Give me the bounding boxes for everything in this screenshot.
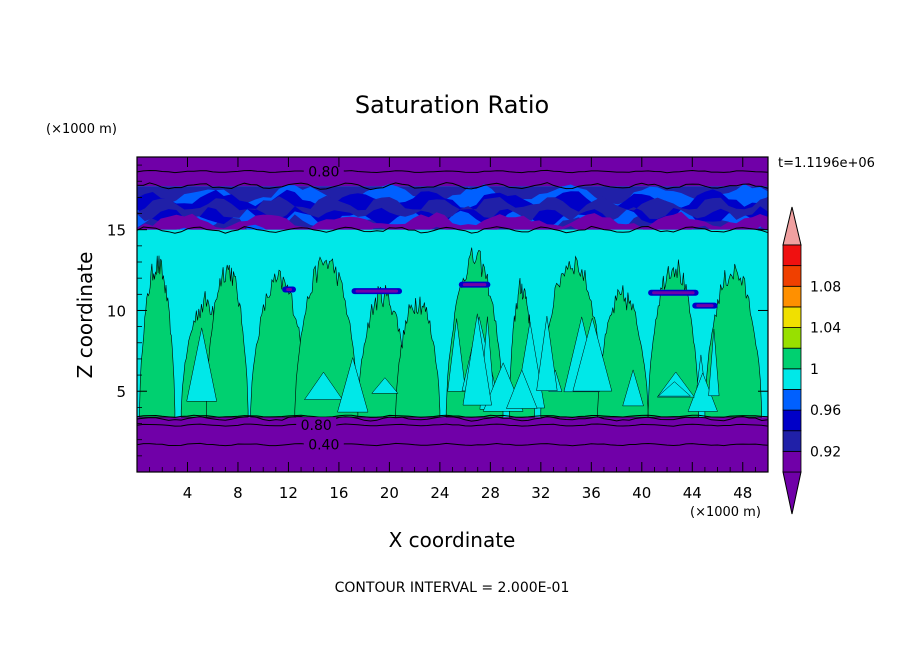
x-tick-label: 8 <box>233 484 243 502</box>
lime-plume <box>294 256 359 418</box>
colorbar: 0.92 0.96 1 1.04 1.08 <box>782 206 841 515</box>
colorbar-bin <box>782 244 802 267</box>
colorbar-bin <box>782 347 802 370</box>
green-intrusion <box>304 371 343 400</box>
lime-plume <box>206 264 249 418</box>
green-intrusion <box>371 377 399 394</box>
x-tick-label: 16 <box>329 484 348 502</box>
colorbar-tick-label: 1 <box>810 362 819 378</box>
green-intrusion <box>462 313 492 406</box>
contour-label-bg <box>303 436 344 452</box>
green-intrusion <box>622 368 644 407</box>
x-tick-label: 24 <box>430 484 449 502</box>
colorbar-bin <box>782 409 802 432</box>
dry-streak-core <box>355 289 399 293</box>
dry-streak-core <box>696 304 714 308</box>
colorbar-bin <box>782 389 802 411</box>
contour-label: 0.80 <box>301 418 332 434</box>
heatmap-field <box>137 157 768 472</box>
green-intrusion <box>708 328 720 397</box>
y-axis-label: Z coordinate <box>73 252 97 379</box>
colorbar-bin <box>782 285 802 308</box>
green-intrusion <box>572 316 613 392</box>
lime-plume <box>647 259 699 418</box>
dry-streak-core <box>462 283 487 287</box>
dry-streak-core <box>652 291 695 295</box>
y-axis-ticks: 5 10 15 <box>107 164 768 457</box>
green-intrusion <box>186 327 218 402</box>
green-intrusion <box>536 316 558 391</box>
contour-line-upper <box>137 169 768 174</box>
lime-plume <box>395 296 441 418</box>
contour-line-upper-edge <box>137 182 768 191</box>
contour-label: 0.40 <box>308 438 339 454</box>
lime-plume <box>139 255 176 418</box>
colorbar-bin <box>782 430 802 452</box>
x-tick-label: 36 <box>582 484 601 502</box>
y-tick-label: 5 <box>116 383 126 401</box>
green-intrusion <box>447 318 466 392</box>
contour-line-cirrus-base <box>137 225 768 234</box>
colorbar-bin <box>782 450 802 473</box>
x-tick-label: 20 <box>380 484 399 502</box>
x-tick-label: 12 <box>279 484 298 502</box>
green-intrusion <box>657 381 692 397</box>
contour-label-bg <box>303 163 344 179</box>
contour-line-cloud-base <box>137 414 768 419</box>
colorbar-bin <box>782 327 802 349</box>
contour-label-bg <box>296 417 337 433</box>
contour-interval-note: CONTOUR INTERVAL = 2.000E-01 <box>335 580 570 596</box>
x-tick-label: 32 <box>531 484 550 502</box>
y-tick-label: 15 <box>107 222 126 240</box>
contour-line-lower-2 <box>137 423 768 427</box>
time-label: t=1.1196e+06 <box>778 156 875 171</box>
x-tick-label: 48 <box>733 484 752 502</box>
cirrus-navy-band <box>137 195 768 222</box>
y-tick-label: 10 <box>107 302 126 320</box>
contour-labels: 0.80 0.80 0.40 <box>296 163 344 454</box>
green-intrusion <box>506 369 538 409</box>
colorbar-tick-label: 1.04 <box>810 321 841 337</box>
green-intrusion <box>337 356 369 413</box>
x-tick-label: 4 <box>183 484 193 502</box>
colorbar-over-arrow <box>782 206 802 246</box>
contour-line-lower-1 <box>137 415 768 422</box>
dry-streak-core <box>286 287 293 291</box>
colorbar-bin <box>782 368 802 390</box>
contour-line-lower-3 <box>137 442 768 447</box>
colorbar-tick-label: 0.92 <box>810 444 841 460</box>
x-tick-label: 28 <box>481 484 500 502</box>
lime-plume <box>250 269 308 418</box>
x-axis-label: X coordinate <box>389 528 516 552</box>
x-axis-ticks: 4 8 12 16 20 24 28 32 36 40 44 48 <box>149 157 756 502</box>
x-tick-label: 44 <box>683 484 702 502</box>
chart-title: Saturation Ratio <box>355 91 549 119</box>
colorbar-tick-label: 1.08 <box>810 279 841 295</box>
colorbar-bin <box>782 306 802 328</box>
colorbar-tick-label: 0.96 <box>810 403 841 419</box>
x-tick-label: 40 <box>632 484 651 502</box>
lime-plume <box>704 263 763 418</box>
contour-label: 0.80 <box>308 165 339 181</box>
x-unit-label: (×1000 m) <box>690 505 761 520</box>
y-unit-label: (×1000 m) <box>46 122 117 137</box>
colorbar-bin <box>782 265 802 287</box>
colorbar-under-arrow <box>782 471 802 515</box>
